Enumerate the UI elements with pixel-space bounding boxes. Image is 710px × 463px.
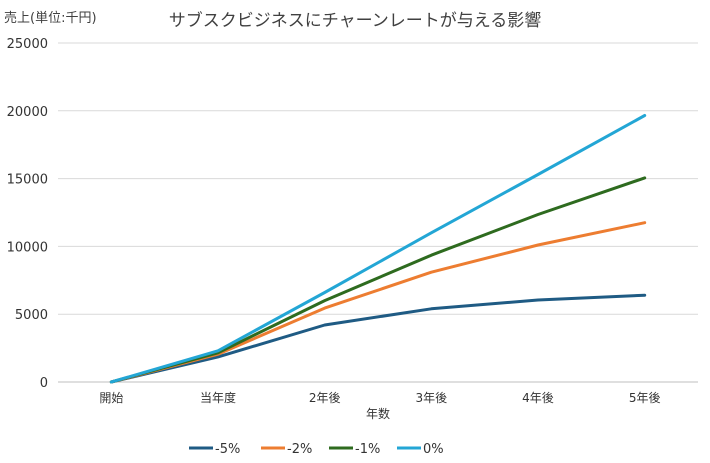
y-tick-label: 20000 xyxy=(7,105,48,120)
legend-label: 0% xyxy=(423,442,444,457)
x-axis-title: 年数 xyxy=(366,406,390,421)
legend-item-2[interactable]: -1% xyxy=(329,442,380,457)
legend-label: -1% xyxy=(355,442,380,457)
y-tick-label: 0 xyxy=(40,376,48,391)
gridlines xyxy=(58,42,698,315)
x-tick-label: 2年後 xyxy=(309,391,341,405)
legend[interactable]: -5% -2% -1% 0% xyxy=(189,442,444,457)
x-tick-label: 開始 xyxy=(99,391,123,405)
x-tick-label: 3年後 xyxy=(416,391,448,405)
x-tick-label: 当年度 xyxy=(200,390,236,405)
legend-item-1[interactable]: -2% xyxy=(261,442,312,457)
legend-label: -2% xyxy=(287,442,312,457)
series-line-2 xyxy=(109,176,647,384)
legend-item-3[interactable]: 0% xyxy=(397,442,444,457)
series-line-3 xyxy=(109,114,647,384)
y-tick-label: 15000 xyxy=(7,173,48,188)
legend-item-0[interactable]: -5% xyxy=(189,442,240,457)
x-tick-label: 4年後 xyxy=(522,391,554,405)
legend-label: -5% xyxy=(215,442,240,457)
x-tick-label: 5年後 xyxy=(629,391,661,405)
y-tick-label: 5000 xyxy=(15,308,48,323)
x-axis-tick-labels: 開始 当年度 2年後 3年後 4年後 5年後 xyxy=(99,390,660,405)
y-axis-tick-labels: 0 5000 10000 15000 20000 25000 xyxy=(7,37,48,391)
y-tick-label: 10000 xyxy=(7,240,48,255)
y-tick-label: 25000 xyxy=(7,37,48,52)
data-series xyxy=(109,114,647,384)
chart-title: サブスクビジネスにチャーンレートが与える影響 xyxy=(169,10,541,31)
series-line-0 xyxy=(109,293,647,384)
y-axis-unit-label: 売上(単位:千円) xyxy=(4,10,97,26)
